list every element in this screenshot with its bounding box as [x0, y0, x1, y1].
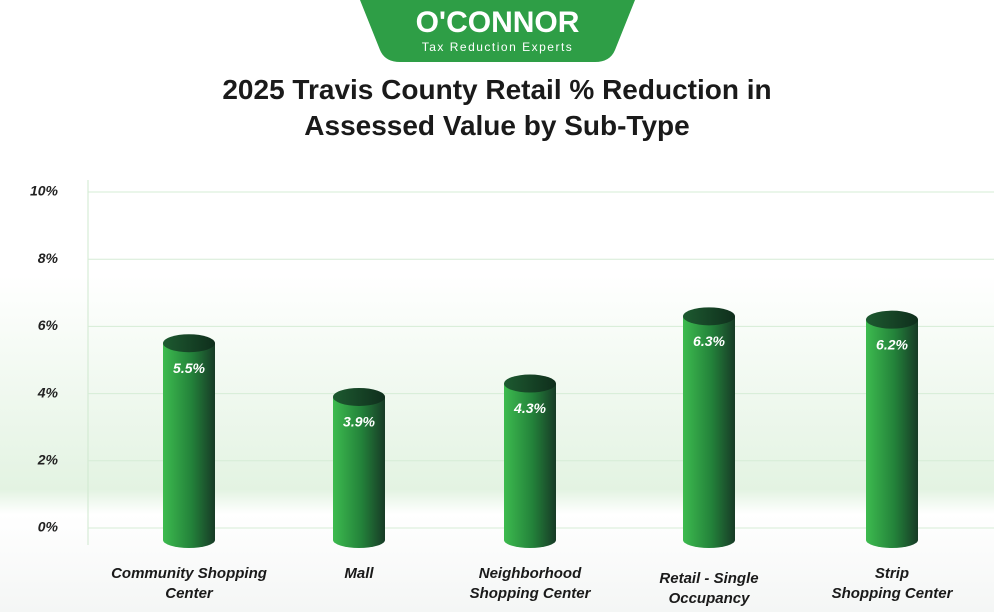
x-tick-label: Mall	[344, 565, 374, 582]
y-tick-label: 6%	[38, 317, 59, 333]
logo-tagline: Tax Reduction Experts	[421, 40, 574, 54]
x-tick-label: Retail - Single Occupancy	[659, 570, 759, 607]
value-label: 4.3%	[513, 400, 546, 416]
bar	[504, 383, 556, 540]
x-tick-label: Neighborhood Shopping Center	[469, 565, 591, 602]
bar	[333, 396, 385, 540]
bar-top	[163, 334, 215, 353]
bar-top	[683, 307, 735, 326]
logo-shape	[360, 0, 635, 62]
bar-top	[504, 374, 556, 393]
logo: O'CONNOR Tax Reduction Experts	[360, 0, 635, 62]
value-label: 6.3%	[693, 333, 725, 349]
y-tick-label: 4%	[37, 384, 59, 400]
chart-title: 2025 Travis County Retail % Reduction in…	[222, 74, 772, 141]
bar-top	[866, 310, 918, 329]
x-tick-label: Community Shopping Center	[111, 565, 267, 602]
bar-top	[333, 387, 385, 406]
logo-name: O'CONNOR	[415, 6, 580, 39]
value-label: 3.9%	[343, 414, 375, 430]
y-tick-label: 2%	[37, 452, 59, 468]
y-tick-label: 8%	[38, 250, 59, 266]
bar	[866, 319, 918, 540]
y-tick-label: 0%	[38, 519, 59, 535]
value-label: 6.2%	[876, 336, 908, 352]
bar	[163, 343, 215, 540]
x-tick-label: Strip Shopping Center	[831, 565, 953, 602]
bar	[683, 316, 735, 540]
value-label: 5.5%	[173, 360, 205, 376]
y-tick-label: 10%	[30, 183, 59, 199]
